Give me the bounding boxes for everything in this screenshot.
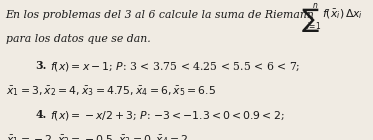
Text: $n$: $n$ [312, 1, 319, 10]
Text: $i\!=\!1$: $i\!=\!1$ [306, 20, 321, 31]
Text: En los problemas del 3 al 6 calcule la suma de Riemann: En los problemas del 3 al 6 calcule la s… [6, 10, 314, 20]
Text: $\sum$: $\sum$ [301, 6, 320, 34]
Text: 4.: 4. [35, 109, 47, 120]
Text: para los datos que se dan.: para los datos que se dan. [6, 34, 150, 44]
Text: $f(x) = -x/2 + 3$; $P$: $-3 < -1.3 < 0 < 0.9 < 2$;: $f(x) = -x/2 + 3$; $P$: $-3 < -1.3 < 0 <… [50, 109, 285, 122]
Text: $f(x) = x - 1$; $P$: 3 < 3.75 < 4.25 < 5.5 < 6 < 7;: $f(x) = x - 1$; $P$: 3 < 3.75 < 4.25 < 5… [50, 60, 301, 73]
Text: 3.: 3. [35, 60, 47, 71]
Text: $\bar{x}_1 = -2, \bar{x}_2 = -0.5, \bar{x}_3 = 0, \bar{x}_4 = 2$: $\bar{x}_1 = -2, \bar{x}_2 = -0.5, \bar{… [6, 133, 188, 140]
Text: $f(\bar{x}_i)\,\Delta x_i$: $f(\bar{x}_i)\,\Delta x_i$ [322, 8, 363, 21]
Text: $\bar{x}_1 = 3, \bar{x}_2 = 4, \bar{x}_3 = 4.75, \bar{x}_4 = 6, \bar{x}_5 = 6.5$: $\bar{x}_1 = 3, \bar{x}_2 = 4, \bar{x}_3… [6, 84, 216, 98]
